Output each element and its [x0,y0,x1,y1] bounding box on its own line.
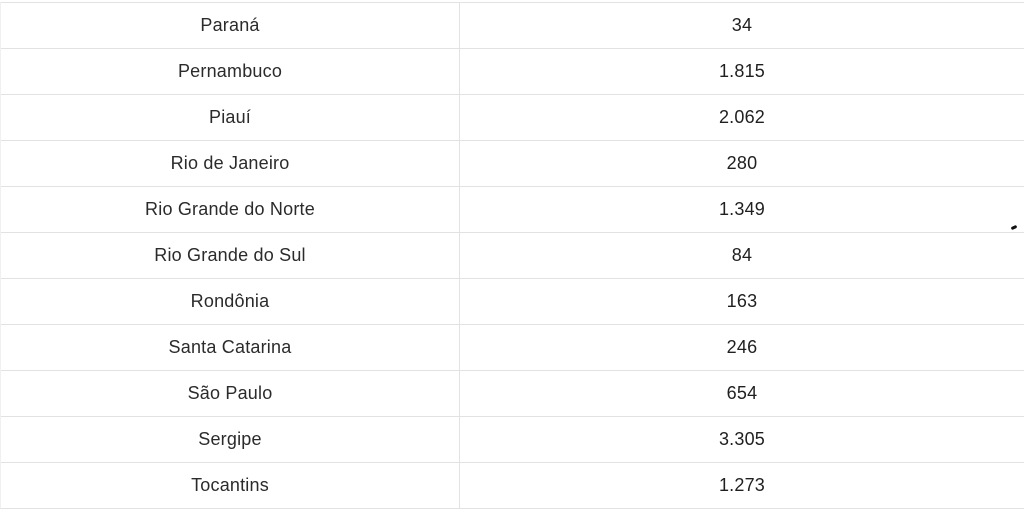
value-cell: 163 [459,279,1024,324]
state-cell: Pernambuco [177,61,283,81]
value-cell: 2.062 [459,95,1024,140]
table-row: Rio Grande do Sul 84 [1,232,1024,278]
state-cell: Paraná [200,15,260,35]
value-cell: 280 [459,141,1024,186]
value-cell: 1.349 [459,187,1024,232]
value-cell: 1.815 [459,49,1024,94]
table-row: Piauí 2.062 [1,94,1024,140]
table-row: Rondônia 163 [1,278,1024,324]
value-cell: 246 [459,325,1024,370]
table-row: Rio de Janeiro 280 [1,140,1024,186]
value-cell: 34 [459,3,1024,48]
state-cell: Rio Grande do Sul [154,245,306,265]
state-cell: Rio Grande do Norte [145,199,315,219]
value-cell: 1.273 [459,463,1024,508]
state-cell: Tocantins [191,475,269,495]
value-cell: 84 [459,233,1024,278]
table-row: Tocantins 1.273 [1,462,1024,508]
table-row: Rio Grande do Norte 1.349 [1,186,1024,232]
state-cell: Sergipe [198,429,262,449]
state-cell: Rio de Janeiro [170,153,290,173]
table-row: Pernambuco 1.815 [1,48,1024,94]
table-row: Santa Catarina 246 [1,324,1024,370]
state-cell: Piauí [208,107,252,127]
table-row: São Paulo 654 [1,370,1024,416]
table-row: Paraná 34 [1,2,1024,48]
state-cell: Rondônia [190,291,270,311]
state-cell: São Paulo [187,383,273,403]
value-cell: 654 [459,371,1024,416]
table-row: Sergipe 3.305 [1,416,1024,462]
value-cell: 3.305 [459,417,1024,462]
state-cell: Santa Catarina [168,337,292,357]
